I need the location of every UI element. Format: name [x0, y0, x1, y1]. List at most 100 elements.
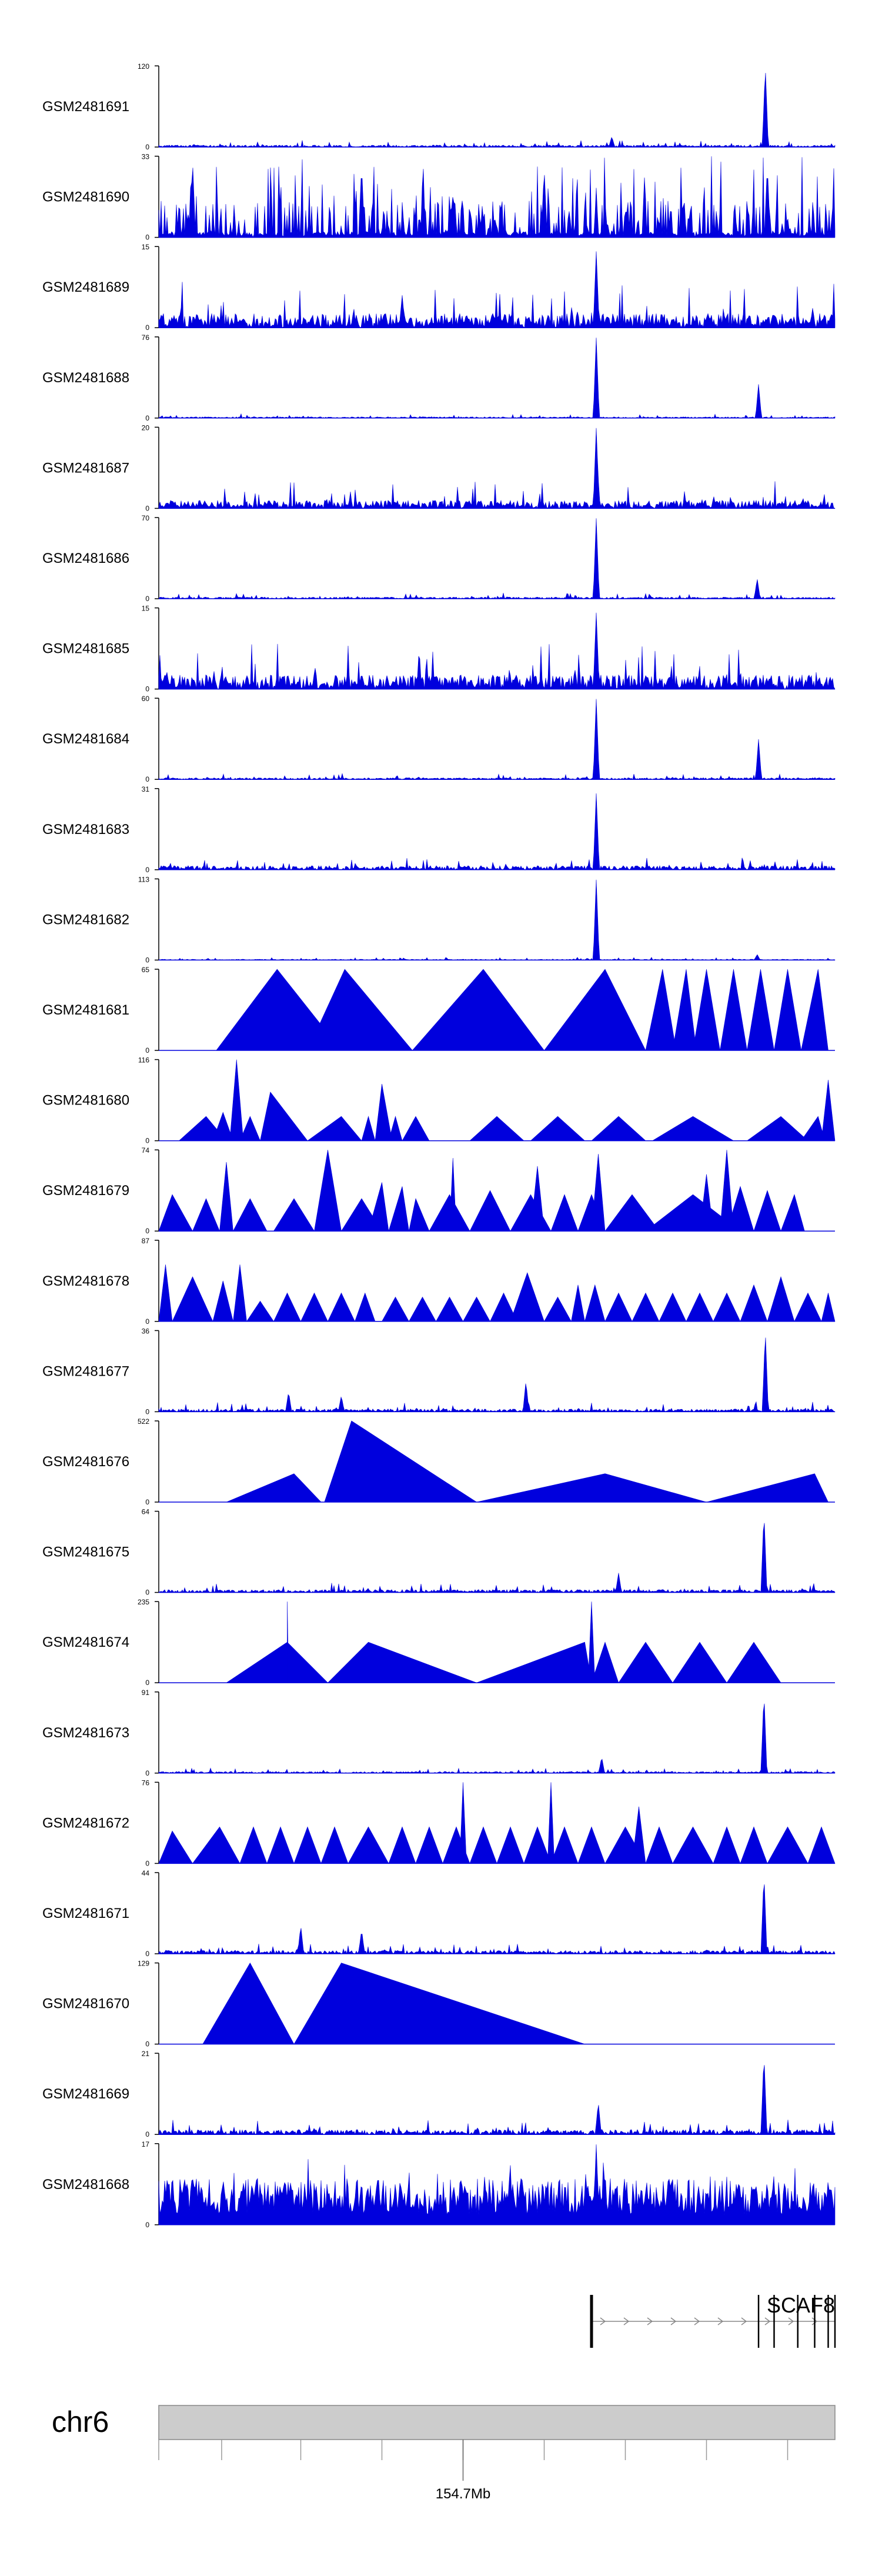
y-max-label: 120 — [138, 62, 149, 71]
signal-area — [202, 1962, 585, 2044]
y-max-label: 91 — [142, 1689, 150, 1697]
y-min-label: 0 — [145, 1950, 149, 1958]
track-GSM2481691: GSM2481691 120 0 — [42, 62, 836, 151]
strand-arrow — [600, 2317, 606, 2325]
strand-arrow — [741, 2317, 747, 2325]
y-max-label: 21 — [142, 2050, 150, 2058]
track-GSM2481675: GSM2481675 64 0 — [42, 1508, 836, 1597]
track-label: GSM2481673 — [42, 1725, 129, 1741]
y-max-label: 20 — [142, 423, 150, 432]
y-min-label: 0 — [145, 866, 149, 874]
signal-area — [158, 1337, 836, 1413]
y-max-label: 522 — [138, 1417, 149, 1426]
y-min-label: 0 — [145, 956, 149, 964]
signal-area — [158, 251, 836, 328]
track-label: GSM2481675 — [42, 1544, 129, 1560]
y-min-label: 0 — [145, 1407, 149, 1416]
track-label: GSM2481676 — [42, 1454, 129, 1470]
track-GSM2481676: GSM2481676 522 0 — [42, 1417, 835, 1506]
signal-area — [158, 2065, 836, 2135]
track-GSM2481687: GSM2481687 20 0 — [42, 423, 836, 512]
y-min-label: 0 — [145, 323, 149, 332]
y-max-label: 116 — [138, 1056, 149, 1065]
y-min-label: 0 — [145, 685, 149, 693]
track-GSM2481673: GSM2481673 91 0 — [42, 1689, 836, 1777]
strand-arrow — [811, 2317, 818, 2325]
track-label: GSM2481690 — [42, 189, 129, 205]
strand-arrow — [694, 2317, 700, 2325]
y-min-label: 0 — [145, 1589, 149, 1597]
track-label: GSM2481687 — [42, 460, 129, 476]
track-label: GSM2481668 — [42, 2177, 129, 2193]
y-min-label: 0 — [145, 1859, 149, 1867]
track-GSM2481686: GSM2481686 70 0 — [42, 514, 836, 603]
chromosome-ideogram: chr6 154.7Mb — [52, 2405, 836, 2502]
y-max-label: 33 — [142, 153, 150, 161]
track-label: GSM2481684 — [42, 731, 129, 747]
y-min-label: 0 — [145, 2130, 149, 2138]
signal-area — [158, 1782, 836, 1864]
signal-area — [158, 1150, 805, 1232]
y-min-label: 0 — [145, 143, 149, 151]
y-min-label: 0 — [145, 1046, 149, 1055]
chromosome-name-label: chr6 — [52, 2405, 109, 2438]
strand-arrow — [670, 2317, 677, 2325]
track-label: GSM2481685 — [42, 641, 129, 657]
signal-area — [158, 2144, 836, 2225]
y-max-label: 44 — [142, 1869, 150, 1877]
y-max-label: 76 — [142, 1778, 150, 1787]
track-GSM2481670: GSM2481670 129 0 — [42, 1960, 835, 2048]
track-label: GSM2481680 — [42, 1093, 129, 1109]
y-max-label: 113 — [138, 875, 149, 883]
track-GSM2481685: GSM2481685 15 0 — [42, 605, 836, 693]
strand-arrow — [647, 2317, 653, 2325]
track-label: GSM2481678 — [42, 1273, 129, 1289]
track-label: GSM2481689 — [42, 279, 129, 295]
y-min-label: 0 — [145, 2040, 149, 2048]
gene-name-label: SCAF8 — [767, 2293, 835, 2317]
track-label: GSM2481688 — [42, 370, 129, 386]
track-label: GSM2481679 — [42, 1183, 129, 1199]
track-GSM2481684: GSM2481684 60 0 — [42, 695, 836, 783]
y-min-label: 0 — [145, 2221, 149, 2229]
y-min-label: 0 — [145, 1137, 149, 1145]
track-GSM2481668: GSM2481668 17 0 — [42, 2140, 836, 2229]
y-max-label: 235 — [138, 1598, 149, 1606]
signal-area — [158, 72, 836, 148]
track-GSM2481679: GSM2481679 74 0 — [42, 1146, 835, 1235]
signal-area — [158, 156, 836, 238]
track-GSM2481682: GSM2481682 113 0 — [42, 875, 836, 964]
strand-arrow — [717, 2317, 724, 2325]
y-max-label: 87 — [142, 1237, 150, 1245]
signal-area — [158, 428, 836, 509]
signal-area — [226, 1601, 781, 1683]
y-max-label: 60 — [142, 695, 150, 703]
track-GSM2481678: GSM2481678 87 0 — [42, 1237, 836, 1326]
track-label: GSM2481674 — [42, 1634, 129, 1650]
y-max-label: 15 — [142, 243, 150, 251]
y-max-label: 64 — [142, 1508, 150, 1516]
signal-area — [158, 699, 836, 780]
y-min-label: 0 — [145, 504, 149, 512]
y-max-label: 76 — [142, 333, 150, 342]
y-max-label: 74 — [142, 1146, 150, 1154]
track-GSM2481680: GSM2481680 116 0 — [42, 1056, 836, 1145]
y-min-label: 0 — [145, 1769, 149, 1777]
signal-area — [158, 1264, 836, 1322]
signal-area — [226, 1420, 828, 1503]
gene-track: SCAF8 — [590, 2293, 836, 2348]
strand-arrow — [623, 2317, 630, 2325]
track-GSM2481690: GSM2481690 33 0 — [42, 153, 836, 242]
y-max-label: 31 — [142, 785, 150, 793]
track-label: GSM2481672 — [42, 1815, 129, 1831]
track-GSM2481689: GSM2481689 15 0 — [42, 243, 836, 332]
signal-area — [178, 1059, 836, 1141]
track-label: GSM2481669 — [42, 2086, 129, 2102]
track-GSM2481671: GSM2481671 44 0 — [42, 1869, 836, 1958]
signal-area — [158, 1523, 836, 1593]
track-GSM2481674: GSM2481674 235 0 — [42, 1598, 835, 1687]
signal-area — [216, 969, 828, 1051]
signal-area — [158, 1884, 836, 1955]
track-label: GSM2481677 — [42, 1363, 129, 1379]
